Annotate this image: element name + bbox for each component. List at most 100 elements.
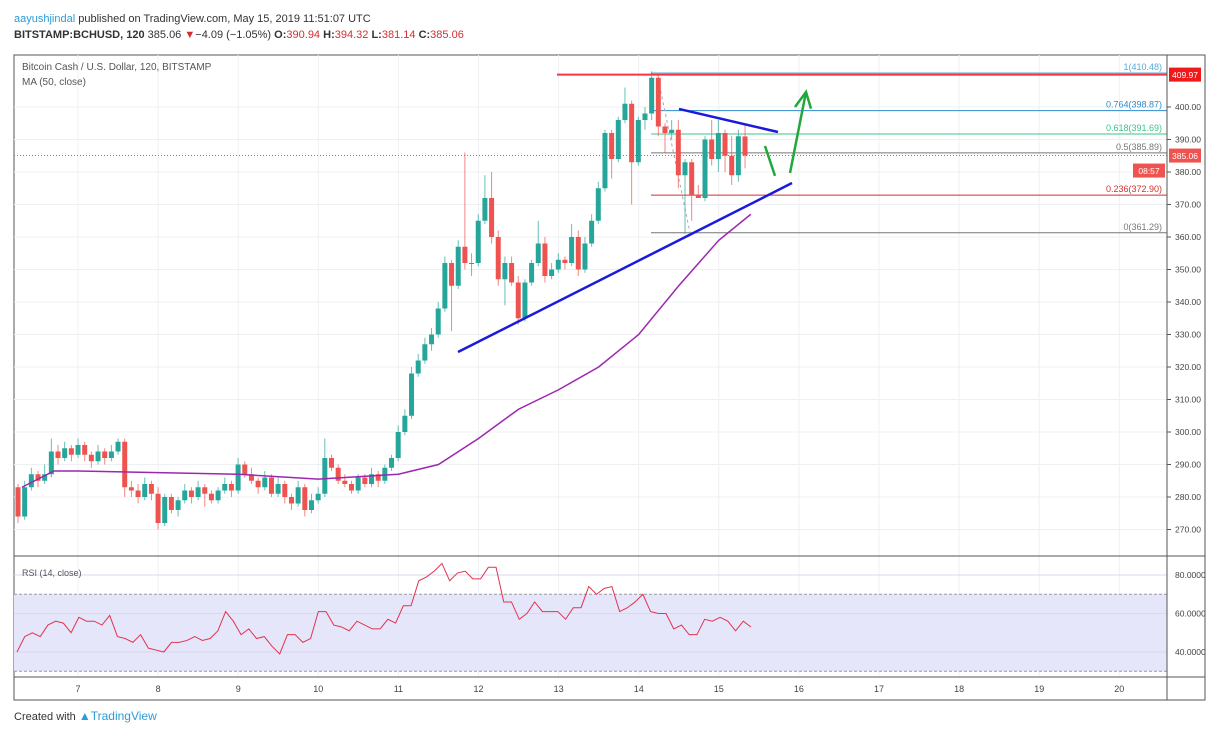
- open-label: O:: [274, 29, 287, 41]
- candle-body: [502, 263, 508, 280]
- open-value: 390.94: [286, 29, 321, 41]
- candle-body: [62, 448, 68, 458]
- candle-body: [335, 467, 341, 481]
- candle-body: [609, 133, 615, 159]
- last-price: 385.06: [147, 29, 182, 41]
- candle-body: [629, 103, 635, 163]
- candle-body: [395, 432, 401, 458]
- candle: [495, 230, 501, 286]
- time-tick-label: 7: [75, 684, 80, 694]
- candle-body: [275, 484, 281, 494]
- candle-body: [22, 487, 28, 517]
- fibonacci-retracement[interactable]: 1(410.48) 0.764(398.87) 0.618(391.69) 0.5(3…: [14, 62, 1167, 234]
- resistance-price-label: 409.97: [1172, 70, 1198, 80]
- candle: [462, 152, 468, 270]
- high-value: 394.32: [334, 29, 369, 41]
- candle: [502, 256, 508, 306]
- bar-countdown-label: 08:57: [1138, 166, 1160, 176]
- candle-body: [342, 480, 348, 484]
- candle: [649, 71, 655, 120]
- price-tick-label: 370.00: [1175, 200, 1201, 210]
- time-tick-label: 16: [794, 684, 804, 694]
- rsi-line: [16, 562, 752, 655]
- price-tick-label: 400.00: [1175, 102, 1201, 112]
- price-tick-label: 350.00: [1175, 265, 1201, 275]
- candle: [415, 354, 421, 377]
- candle: [675, 120, 681, 189]
- candle-body: [355, 477, 361, 491]
- candle-body: [562, 259, 568, 263]
- candle: [108, 445, 114, 462]
- candle-body: [535, 243, 541, 263]
- candle-body: [482, 198, 488, 221]
- candle-body: [255, 480, 261, 488]
- ma50-line: [21, 213, 752, 488]
- candle-body: [595, 188, 601, 221]
- candle: [188, 487, 194, 504]
- candle: [282, 480, 288, 504]
- fib-level-label: 0.5(385.89): [1116, 142, 1162, 152]
- candle: [695, 185, 701, 198]
- price-tick-label: 330.00: [1175, 330, 1201, 340]
- candle: [88, 451, 94, 468]
- candle-body: [522, 282, 528, 319]
- candle: [582, 237, 588, 273]
- tradingview-link[interactable]: TradingView: [90, 709, 157, 723]
- price-tick-label: 380.00: [1175, 167, 1201, 177]
- arrow-up-icon: [793, 89, 813, 109]
- candle-body: [669, 129, 675, 133]
- time-tick-label: 10: [313, 684, 323, 694]
- candle: [335, 464, 341, 484]
- candle-body: [675, 129, 681, 176]
- candle: [609, 129, 615, 179]
- candle: [102, 448, 108, 465]
- last-price-label-bg: [1169, 148, 1201, 163]
- candle: [522, 279, 528, 322]
- candle: [75, 438, 81, 458]
- candle: [175, 497, 181, 517]
- rsi-tick-label: 40.0000: [1175, 647, 1206, 657]
- candle: [162, 493, 168, 527]
- rising-trend-line: [457, 181, 793, 354]
- candle-body: [602, 133, 608, 189]
- candle-body: [102, 451, 108, 458]
- candle: [515, 276, 521, 325]
- time-tick-label: 8: [156, 684, 161, 694]
- candle-body: [28, 474, 34, 488]
- candle: [475, 214, 481, 267]
- candle-body: [462, 246, 468, 263]
- drawings[interactable]: [457, 73, 1167, 354]
- candle: [349, 480, 354, 494]
- candle: [228, 480, 234, 497]
- candle: [562, 256, 568, 270]
- candle: [142, 477, 148, 501]
- candle-body: [422, 344, 428, 361]
- candle-body: [635, 120, 641, 163]
- candle-body: [429, 334, 435, 345]
- price-tick-label: 320.00: [1175, 362, 1201, 372]
- candle-body: [655, 77, 661, 127]
- dip-arrow-line: [763, 145, 777, 177]
- low-label: L:: [371, 29, 382, 41]
- candle: [355, 474, 361, 494]
- candle: [262, 471, 268, 491]
- candle-body: [649, 77, 655, 114]
- candle: [302, 484, 308, 517]
- candle: [55, 445, 61, 465]
- author-link[interactable]: aayushjindal: [14, 13, 76, 25]
- time-tick-label: 18: [954, 684, 964, 694]
- candle-body: [295, 487, 301, 504]
- candle-body: [222, 484, 228, 491]
- candle: [222, 477, 228, 494]
- candle-body: [362, 477, 368, 484]
- candle: [295, 480, 301, 507]
- tradingview-logo-icon[interactable]: ▲: [78, 709, 91, 723]
- candle: [128, 480, 134, 497]
- candle-body: [155, 493, 161, 523]
- candle-body: [709, 139, 715, 159]
- price-tick-label: 280.00: [1175, 492, 1201, 502]
- candle-body: [475, 220, 481, 263]
- candle-body: [622, 103, 628, 120]
- candle: [135, 484, 141, 504]
